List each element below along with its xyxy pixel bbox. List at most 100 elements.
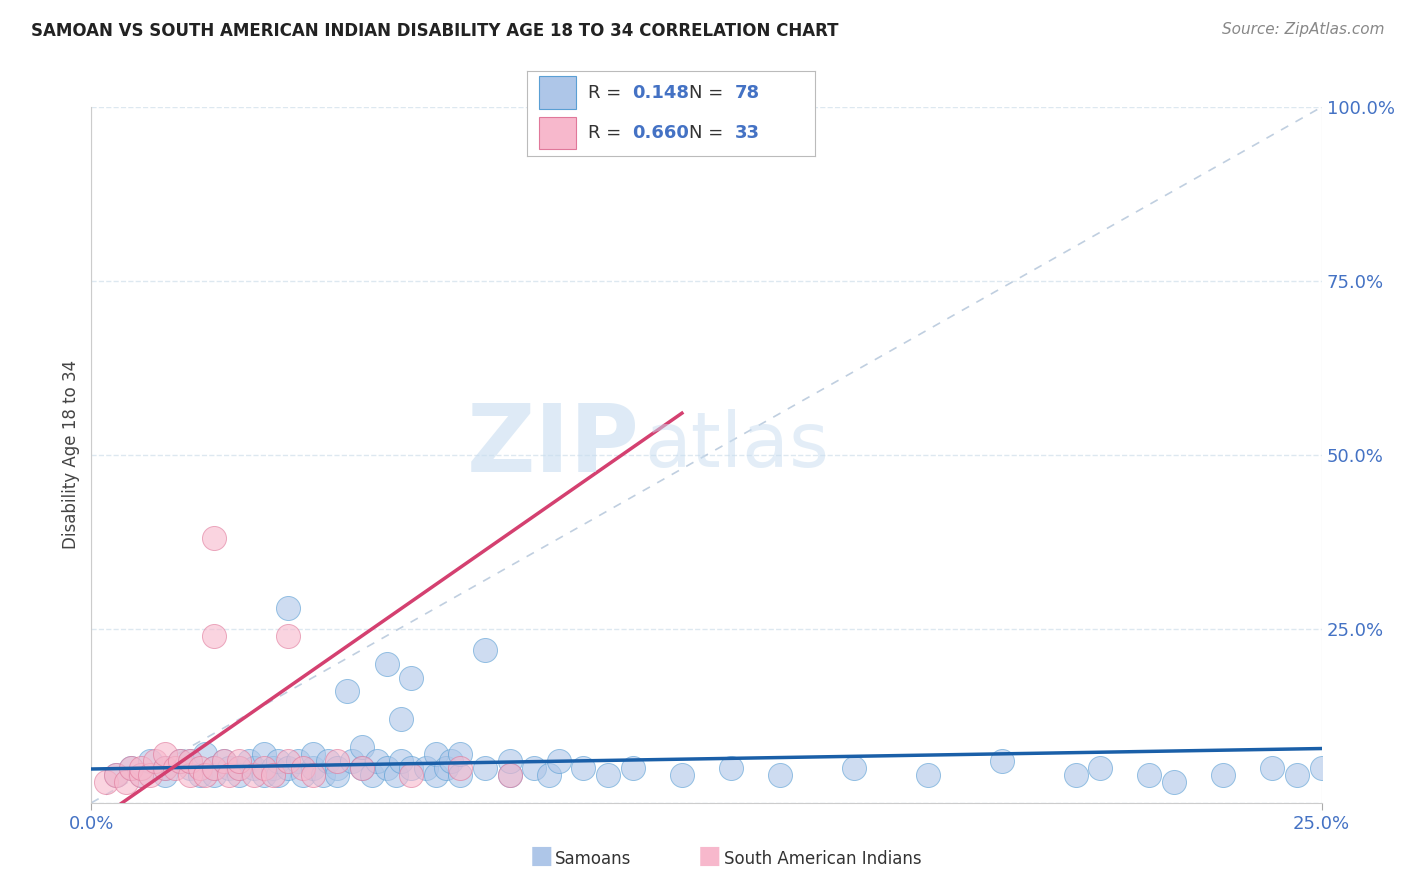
Point <box>389 712 413 726</box>
Point <box>352 761 374 775</box>
Point <box>352 761 374 775</box>
Text: N =: N = <box>689 124 723 142</box>
Point <box>336 684 359 698</box>
Point <box>212 754 235 768</box>
Point <box>253 747 276 761</box>
Point <box>139 754 162 768</box>
Point <box>439 754 461 768</box>
Point <box>153 761 177 775</box>
Point <box>498 754 520 768</box>
Point <box>129 761 152 775</box>
Point <box>449 747 471 761</box>
Point <box>537 768 560 782</box>
Point <box>1064 768 1087 782</box>
Point <box>253 768 276 782</box>
Point <box>105 768 127 782</box>
Point <box>228 754 250 768</box>
Point <box>301 747 323 761</box>
Point <box>114 775 138 789</box>
Point <box>163 761 186 775</box>
Point <box>415 761 437 775</box>
Point <box>498 768 520 782</box>
Text: 0.148: 0.148 <box>633 85 689 103</box>
Point <box>399 768 422 782</box>
Point <box>228 768 250 782</box>
Y-axis label: Disability Age 18 to 34: Disability Age 18 to 34 <box>62 360 80 549</box>
Point <box>228 761 250 775</box>
Point <box>425 768 447 782</box>
Point <box>301 768 323 782</box>
Point <box>277 601 299 615</box>
Point <box>228 761 250 775</box>
Point <box>179 754 201 768</box>
Point <box>96 775 117 789</box>
Point <box>671 768 693 782</box>
Point <box>572 761 595 775</box>
Point <box>129 768 152 782</box>
Text: 33: 33 <box>735 124 759 142</box>
Point <box>218 761 240 775</box>
Point <box>621 761 644 775</box>
Point <box>990 754 1012 768</box>
Point <box>399 761 422 775</box>
Bar <box>538 77 576 109</box>
Point <box>340 754 363 768</box>
Point <box>1212 768 1234 782</box>
Point <box>120 761 142 775</box>
Point <box>202 768 225 782</box>
Point <box>311 768 335 782</box>
Point <box>375 761 398 775</box>
Point <box>179 754 201 768</box>
Bar <box>538 117 576 149</box>
Text: Samoans: Samoans <box>555 850 631 868</box>
Point <box>389 754 413 768</box>
Text: R =: R = <box>588 85 627 103</box>
Point <box>1285 768 1308 782</box>
Point <box>474 761 496 775</box>
Point <box>291 768 314 782</box>
Point <box>153 761 177 775</box>
Point <box>139 768 162 782</box>
Point <box>277 629 299 643</box>
Point <box>547 754 569 768</box>
Point <box>449 768 471 782</box>
Point <box>385 768 408 782</box>
Point <box>399 671 422 685</box>
Point <box>129 768 152 782</box>
Point <box>145 754 166 768</box>
Point <box>105 768 127 782</box>
Point <box>434 761 457 775</box>
Text: atlas: atlas <box>644 409 828 483</box>
Point <box>326 768 349 782</box>
Point <box>169 754 191 768</box>
Point <box>188 761 211 775</box>
Point <box>262 768 284 782</box>
Point <box>596 768 619 782</box>
Point <box>360 768 382 782</box>
Point <box>1088 761 1111 775</box>
Text: SAMOAN VS SOUTH AMERICAN INDIAN DISABILITY AGE 18 TO 34 CORRELATION CHART: SAMOAN VS SOUTH AMERICAN INDIAN DISABILI… <box>31 22 838 40</box>
Point <box>193 768 217 782</box>
Point <box>498 768 520 782</box>
Point <box>523 761 546 775</box>
Point <box>242 761 264 775</box>
Point <box>212 754 235 768</box>
Text: ■: ■ <box>699 844 721 868</box>
Point <box>842 761 865 775</box>
Point <box>153 768 177 782</box>
Point <box>267 754 290 768</box>
Point <box>425 747 447 761</box>
Point <box>1310 761 1333 775</box>
Point <box>287 754 309 768</box>
Point <box>291 761 314 775</box>
Point <box>917 768 939 782</box>
Point <box>202 761 225 775</box>
Point <box>352 740 374 755</box>
Point <box>277 761 299 775</box>
Point <box>301 761 323 775</box>
Text: ZIP: ZIP <box>467 400 640 492</box>
Text: N =: N = <box>689 85 723 103</box>
Point <box>218 768 240 782</box>
Point <box>179 761 201 775</box>
Text: ■: ■ <box>530 844 553 868</box>
